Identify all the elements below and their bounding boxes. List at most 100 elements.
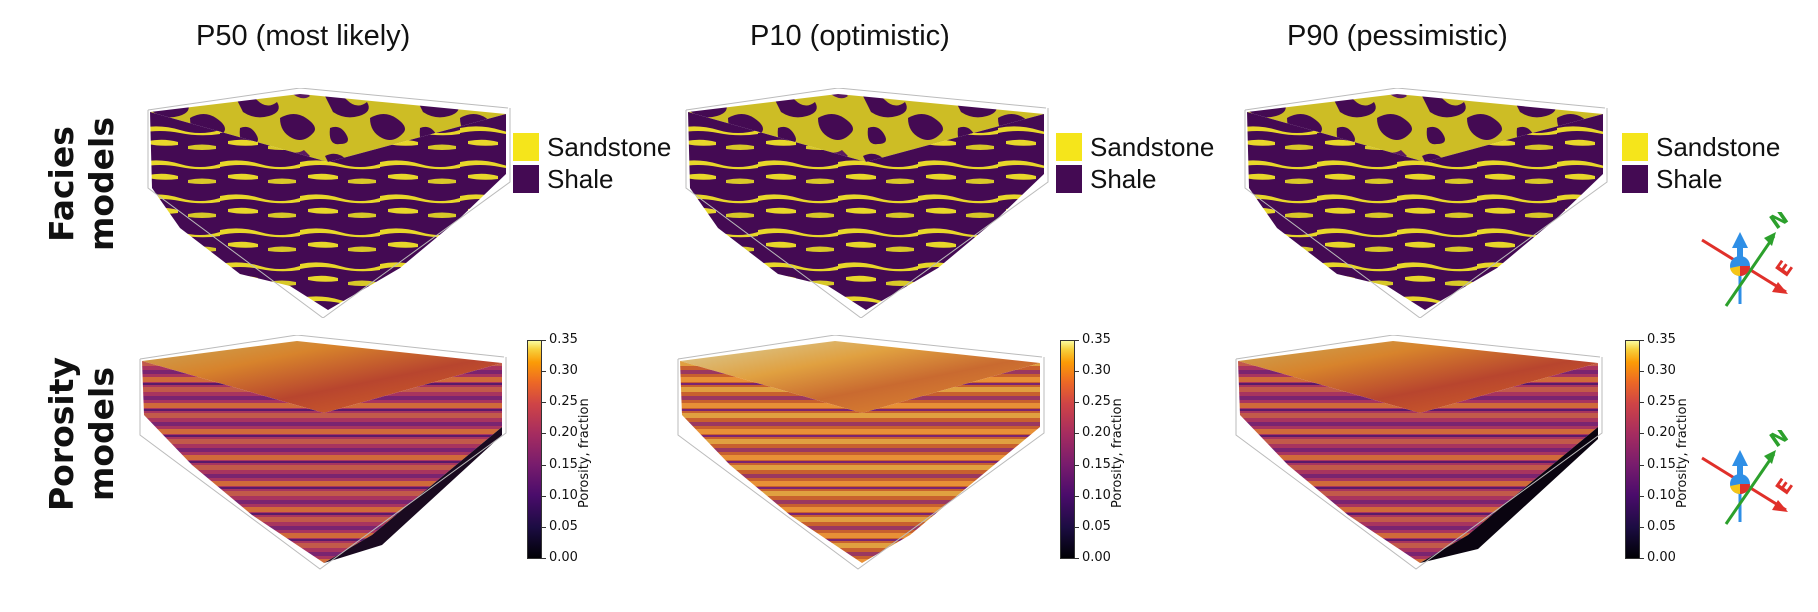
north-axis xyxy=(1724,235,1776,307)
porosity-colorbar-p90: 0.35 0.30 0.25 0.20 0.15 0.10 0.05 0.00 Porosit… xyxy=(1625,332,1705,570)
colorbar-tick-mark xyxy=(542,558,546,559)
facies-front-left-face xyxy=(1247,112,1425,310)
colorbar-gradient xyxy=(1060,340,1075,559)
facies-legend-p50: Sandstone Shale xyxy=(513,131,671,195)
colorbar-tick-label: 0.25 xyxy=(549,394,578,410)
porosity-colorbar-p10: 0.35 0.30 0.25 0.20 0.15 0.10 0.05 0.00 Porosit… xyxy=(1060,332,1140,570)
shale-swatch xyxy=(1056,165,1082,193)
east-arrow-icon xyxy=(1772,500,1788,512)
porosity-front-right-face xyxy=(862,363,1040,563)
colorbar-tick-label: 0.30 xyxy=(1647,363,1676,379)
colorbar-tick-mark xyxy=(1640,558,1644,559)
legend-label-sandstone: Sandstone xyxy=(547,131,672,162)
column-title-p10: P10 (optimistic) xyxy=(750,20,950,52)
colorbar-tick-label: 0.35 xyxy=(549,332,578,347)
facies-top-surface xyxy=(688,94,1044,162)
north-arrow-icon xyxy=(1764,450,1776,464)
colorbar-tick-mark xyxy=(1640,495,1644,497)
legend-label-sandstone: Sandstone xyxy=(1656,131,1781,162)
colorbar-tick-label: 0.15 xyxy=(549,456,578,472)
facies-front-left-face xyxy=(688,112,866,310)
facies-top-surface xyxy=(150,94,506,162)
facies-model-p10 xyxy=(685,88,1049,318)
facies-front-right-face xyxy=(866,114,1044,310)
porosity-colorbar-p50: 0.35 0.30 0.25 0.20 0.15 0.10 0.05 0.00 Porosit… xyxy=(527,332,607,570)
colorbar-tick-mark xyxy=(1075,402,1079,404)
shale-swatch xyxy=(1622,165,1648,193)
row-label-porosity: Porosity models xyxy=(42,314,122,554)
row-label-facies-line2: models xyxy=(82,117,121,252)
row-label-facies-line1: Facies xyxy=(42,126,81,242)
colorbar-tick-label: 0.25 xyxy=(1647,394,1676,410)
colorbar-tick-mark xyxy=(1075,495,1079,497)
colorbar-tick-label: 0.25 xyxy=(1082,394,1111,410)
facies-front-left-face xyxy=(150,112,328,310)
sandstone-swatch xyxy=(513,133,539,161)
legend-label-shale: Shale xyxy=(1656,163,1723,194)
porosity-front-left-face xyxy=(1238,361,1420,563)
facies-top-surface xyxy=(1247,94,1603,162)
porosity-top-surface xyxy=(680,341,1040,413)
colorbar-tick-mark xyxy=(1640,402,1644,404)
colorbar-tick-mark xyxy=(542,340,546,341)
facies-front-right-face xyxy=(328,114,506,310)
colorbar-tick-label: 0.05 xyxy=(549,518,578,534)
legend-item-shale: Shale xyxy=(1056,163,1214,195)
up-arrow-icon xyxy=(1732,450,1748,466)
colorbar-tick-mark xyxy=(1075,371,1079,373)
legend-item-sandstone: Sandstone xyxy=(1622,131,1780,163)
north-axis xyxy=(1724,453,1776,525)
facies-front-right-face xyxy=(1425,114,1603,310)
sandstone-swatch xyxy=(1622,133,1648,161)
colorbar-tick-label: 0.15 xyxy=(1082,456,1111,472)
east-arrow-icon xyxy=(1772,282,1788,294)
colorbar-tick-mark xyxy=(1075,526,1079,528)
colorbar-tick-label: 0.10 xyxy=(549,487,578,503)
porosity-front-right-face xyxy=(1420,363,1598,563)
facies-model-p90 xyxy=(1244,88,1608,318)
colorbar-tick-label: 0.00 xyxy=(1082,550,1111,565)
colorbar-tick-label: 0.35 xyxy=(1647,332,1676,347)
east-label: E xyxy=(1770,256,1798,281)
legend-item-shale: Shale xyxy=(1622,163,1780,195)
colorbar-tick-label: 0.20 xyxy=(1647,425,1676,441)
porosity-model-p50 xyxy=(139,335,507,570)
colorbar-tick-mark xyxy=(1640,526,1644,528)
north-label: N xyxy=(1765,212,1792,234)
porosity-model-p90 xyxy=(1235,335,1603,570)
orientation-gizmo-facies: N E xyxy=(1701,212,1798,307)
colorbar-tick-mark xyxy=(1640,464,1644,466)
colorbar-label: Porosity, fraction xyxy=(1110,398,1125,508)
colorbar-tick-mark xyxy=(542,402,546,404)
colorbar-label: Porosity, fraction xyxy=(1675,398,1690,508)
colorbar-label: Porosity, fraction xyxy=(577,398,592,508)
sandstone-swatch xyxy=(1056,133,1082,161)
colorbar-tick-label: 0.20 xyxy=(549,425,578,441)
colorbar-tick-label: 0.30 xyxy=(549,363,578,379)
colorbar-tick-label: 0.10 xyxy=(1647,487,1676,503)
colorbar-tick-mark xyxy=(1640,371,1644,373)
row-label-porosity-line1: Porosity xyxy=(42,356,81,512)
column-title-p90: P90 (pessimistic) xyxy=(1287,20,1508,52)
column-title-p50: P50 (most likely) xyxy=(196,20,411,52)
colorbar-tick-mark xyxy=(1075,558,1079,559)
shale-swatch xyxy=(513,165,539,193)
row-label-facies: Facies models xyxy=(42,64,122,304)
orientation-gizmo-porosity: N E xyxy=(1701,430,1798,525)
legend-item-sandstone: Sandstone xyxy=(1056,131,1214,163)
legend-item-shale: Shale xyxy=(513,163,671,195)
colorbar-tick-label: 0.15 xyxy=(1647,456,1676,472)
up-arrow-icon xyxy=(1732,232,1748,248)
colorbar-tick-label: 0.20 xyxy=(1082,425,1111,441)
colorbar-tick-label: 0.05 xyxy=(1647,518,1676,534)
legend-label-shale: Shale xyxy=(1090,163,1157,194)
colorbar-gradient xyxy=(527,340,542,559)
colorbar-tick-mark xyxy=(542,464,546,466)
north-label: N xyxy=(1765,430,1792,452)
porosity-top-surface xyxy=(1238,341,1598,413)
row-label-porosity-line2: models xyxy=(82,367,121,502)
colorbar-tick-label: 0.00 xyxy=(549,550,578,565)
colorbar-tick-mark xyxy=(542,495,546,497)
facies-legend-p90: Sandstone Shale xyxy=(1622,131,1780,195)
colorbar-tick-label: 0.35 xyxy=(1082,332,1111,347)
